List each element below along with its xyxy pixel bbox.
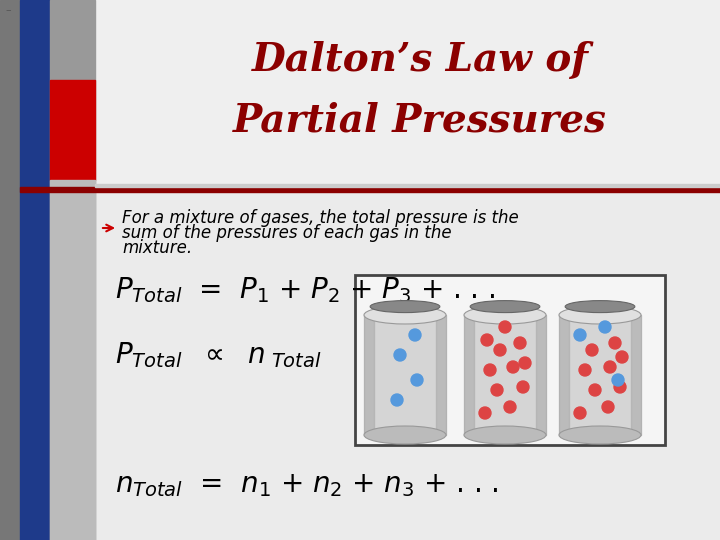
Text: sum of the pressures of each gas in the: sum of the pressures of each gas in the xyxy=(122,224,451,242)
Text: Partial Pressures: Partial Pressures xyxy=(233,101,607,139)
Bar xyxy=(464,315,474,435)
Circle shape xyxy=(602,401,614,413)
Text: $\it{P}_{\it{Total}}$  $\propto$  $\it{n}_{\it{\ Total}}$: $\it{P}_{\it{Total}}$ $\propto$ $\it{n}_… xyxy=(115,340,322,370)
Circle shape xyxy=(494,344,506,356)
Bar xyxy=(559,315,569,435)
Bar xyxy=(364,315,446,435)
Ellipse shape xyxy=(364,426,446,444)
Bar xyxy=(631,315,641,435)
Text: Dalton’s Law of: Dalton’s Law of xyxy=(251,41,588,79)
Ellipse shape xyxy=(559,306,641,324)
Text: mixture.: mixture. xyxy=(122,239,192,257)
Circle shape xyxy=(411,374,423,386)
Circle shape xyxy=(507,361,519,373)
Ellipse shape xyxy=(559,426,641,444)
Circle shape xyxy=(589,384,601,396)
Ellipse shape xyxy=(464,426,546,444)
Circle shape xyxy=(586,344,598,356)
Circle shape xyxy=(499,321,511,333)
Bar xyxy=(355,275,665,445)
Circle shape xyxy=(481,334,493,346)
Circle shape xyxy=(614,381,626,393)
Text: For a mixture of gases, the total pressure is the: For a mixture of gases, the total pressu… xyxy=(122,209,518,227)
Bar xyxy=(50,80,95,180)
Text: –: – xyxy=(5,5,11,15)
Bar xyxy=(95,190,720,540)
Circle shape xyxy=(612,374,624,386)
Circle shape xyxy=(514,337,526,349)
Circle shape xyxy=(479,407,491,419)
Circle shape xyxy=(599,321,611,333)
Bar xyxy=(536,315,546,435)
Circle shape xyxy=(579,364,591,376)
Bar xyxy=(559,315,641,435)
Ellipse shape xyxy=(470,301,540,313)
Circle shape xyxy=(519,357,531,369)
Circle shape xyxy=(574,329,586,341)
Circle shape xyxy=(409,329,421,341)
Bar xyxy=(50,180,95,540)
Circle shape xyxy=(616,351,628,363)
Bar xyxy=(0,0,20,540)
Bar xyxy=(436,315,446,435)
Bar xyxy=(95,184,720,187)
Circle shape xyxy=(484,364,496,376)
Circle shape xyxy=(517,381,529,393)
Circle shape xyxy=(574,407,586,419)
Ellipse shape xyxy=(370,301,440,313)
Bar xyxy=(20,0,50,540)
Ellipse shape xyxy=(464,306,546,324)
Bar xyxy=(364,315,374,435)
Ellipse shape xyxy=(364,306,446,324)
Circle shape xyxy=(394,349,406,361)
Circle shape xyxy=(504,401,516,413)
Ellipse shape xyxy=(565,301,635,313)
Circle shape xyxy=(491,384,503,396)
Bar xyxy=(464,315,546,435)
Circle shape xyxy=(391,394,403,406)
Text: $\it{n}_{\it{Total}}$  =  $\it{n}_{\it{1}}$ + $\it{n}_{\it{2}}$ + $\it{n}_{\it{3: $\it{n}_{\it{Total}}$ = $\it{n}_{\it{1}}… xyxy=(115,471,499,499)
Circle shape xyxy=(604,361,616,373)
Circle shape xyxy=(609,337,621,349)
Bar xyxy=(50,0,95,540)
Bar xyxy=(20,187,720,192)
Bar xyxy=(95,0,720,190)
Text: $\it{P}_{\it{Total}}$  =  $\it{P}_{\it{1}}$ + $\it{P}_{\it{2}}$ + $\it{P}_{\it{3: $\it{P}_{\it{Total}}$ = $\it{P}_{\it{1}}… xyxy=(115,275,495,305)
